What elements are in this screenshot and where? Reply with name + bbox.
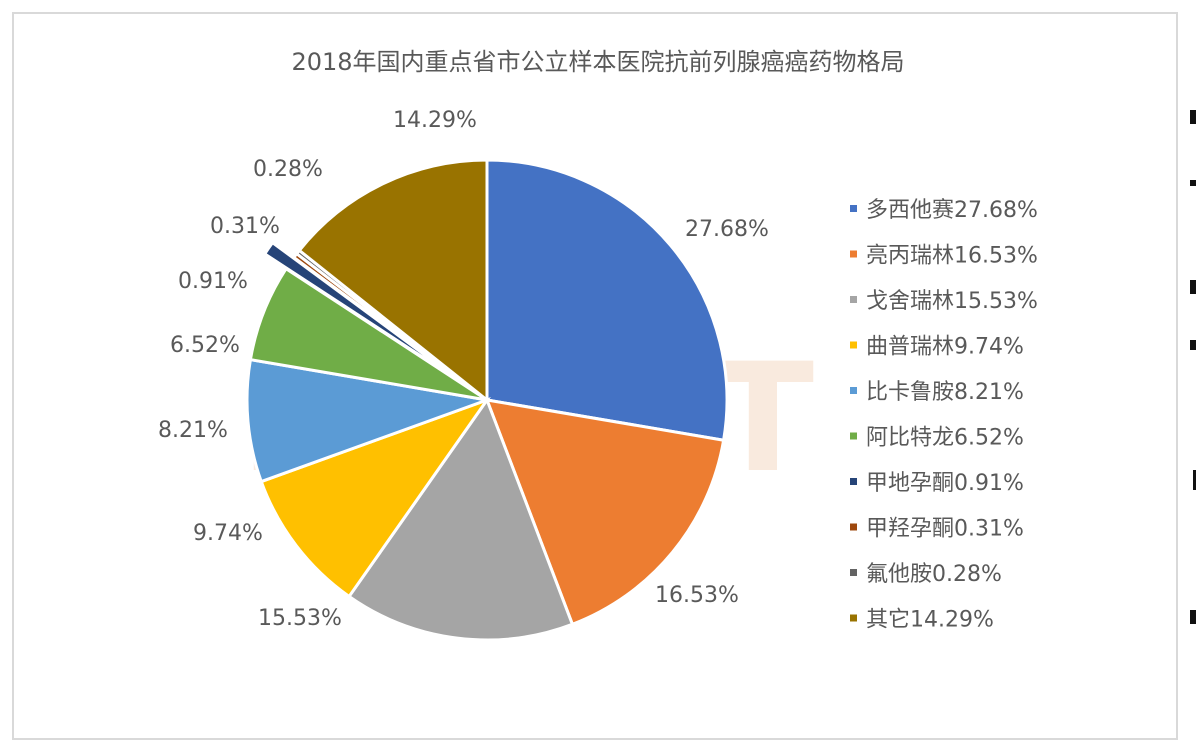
pie-slice-10 <box>297 158 489 404</box>
edge-fragment <box>1180 110 1198 670</box>
legend-swatch-6 <box>850 432 857 440</box>
legend-swatch-8 <box>850 523 857 531</box>
data-labels: 27.68% 16.53% 15.53% 9.74% 8.21% 6.52% 0.91% 0.… <box>158 108 769 631</box>
legend-label-7: 甲地孕酮0.91% <box>866 471 1024 496</box>
legend: 多西他赛27.68% 亮丙瑞林16.53% 戈舍瑞林15.53% 曲普瑞林9.74% 比… <box>850 198 1038 633</box>
legend-swatch-3 <box>850 296 857 303</box>
pie-slice-3 <box>347 396 575 642</box>
legend-label-6: 阿比特龙6.52% <box>866 426 1024 451</box>
data-label-6: 6.52% <box>170 333 240 358</box>
legend-label-1: 多西他赛27.68% <box>866 198 1038 223</box>
data-label-10: 14.29% <box>393 108 477 133</box>
legend-label-10: 其它14.29% <box>866 608 994 633</box>
data-label-1: 27.68% <box>685 217 769 242</box>
data-label-5: 8.21% <box>158 418 228 443</box>
legend-label-3: 戈舍瑞林15.53% <box>866 289 1038 314</box>
legend-label-5: 比卡鲁胺8.21% <box>866 380 1024 405</box>
legend-swatch-7 <box>850 478 857 485</box>
chart-title: 2018年国内重点省市公立样本医院抗前列腺癌癌药物格局 <box>291 48 904 76</box>
pie-slice-1 <box>485 158 729 442</box>
legend-swatch-4 <box>850 341 857 349</box>
pie-slice-2 <box>484 398 726 627</box>
legend-swatch-9 <box>850 569 857 576</box>
legend-label-2: 亮丙瑞林16.53% <box>866 244 1038 269</box>
data-label-3: 15.53% <box>258 606 342 631</box>
pie-slice-7 <box>262 240 467 387</box>
data-label-8: 0.31% <box>210 214 280 239</box>
legend-label-4: 曲普瑞林9.74% <box>866 335 1024 360</box>
pie-slice-4 <box>259 396 491 599</box>
data-label-9: 0.28% <box>253 157 323 182</box>
data-label-2: 16.53% <box>655 583 739 608</box>
legend-label-8: 甲羟孕酮0.31% <box>866 517 1024 542</box>
legend-label-9: 氟他胺0.28% <box>866 562 1002 587</box>
legend-swatch-2 <box>850 250 857 258</box>
pie-slices <box>245 158 729 642</box>
data-label-7: 0.91% <box>178 269 248 294</box>
data-label-4: 9.74% <box>193 521 263 546</box>
legend-swatch-5 <box>850 387 857 394</box>
legend-swatch-10 <box>850 614 857 622</box>
legend-swatch-1 <box>850 205 857 212</box>
